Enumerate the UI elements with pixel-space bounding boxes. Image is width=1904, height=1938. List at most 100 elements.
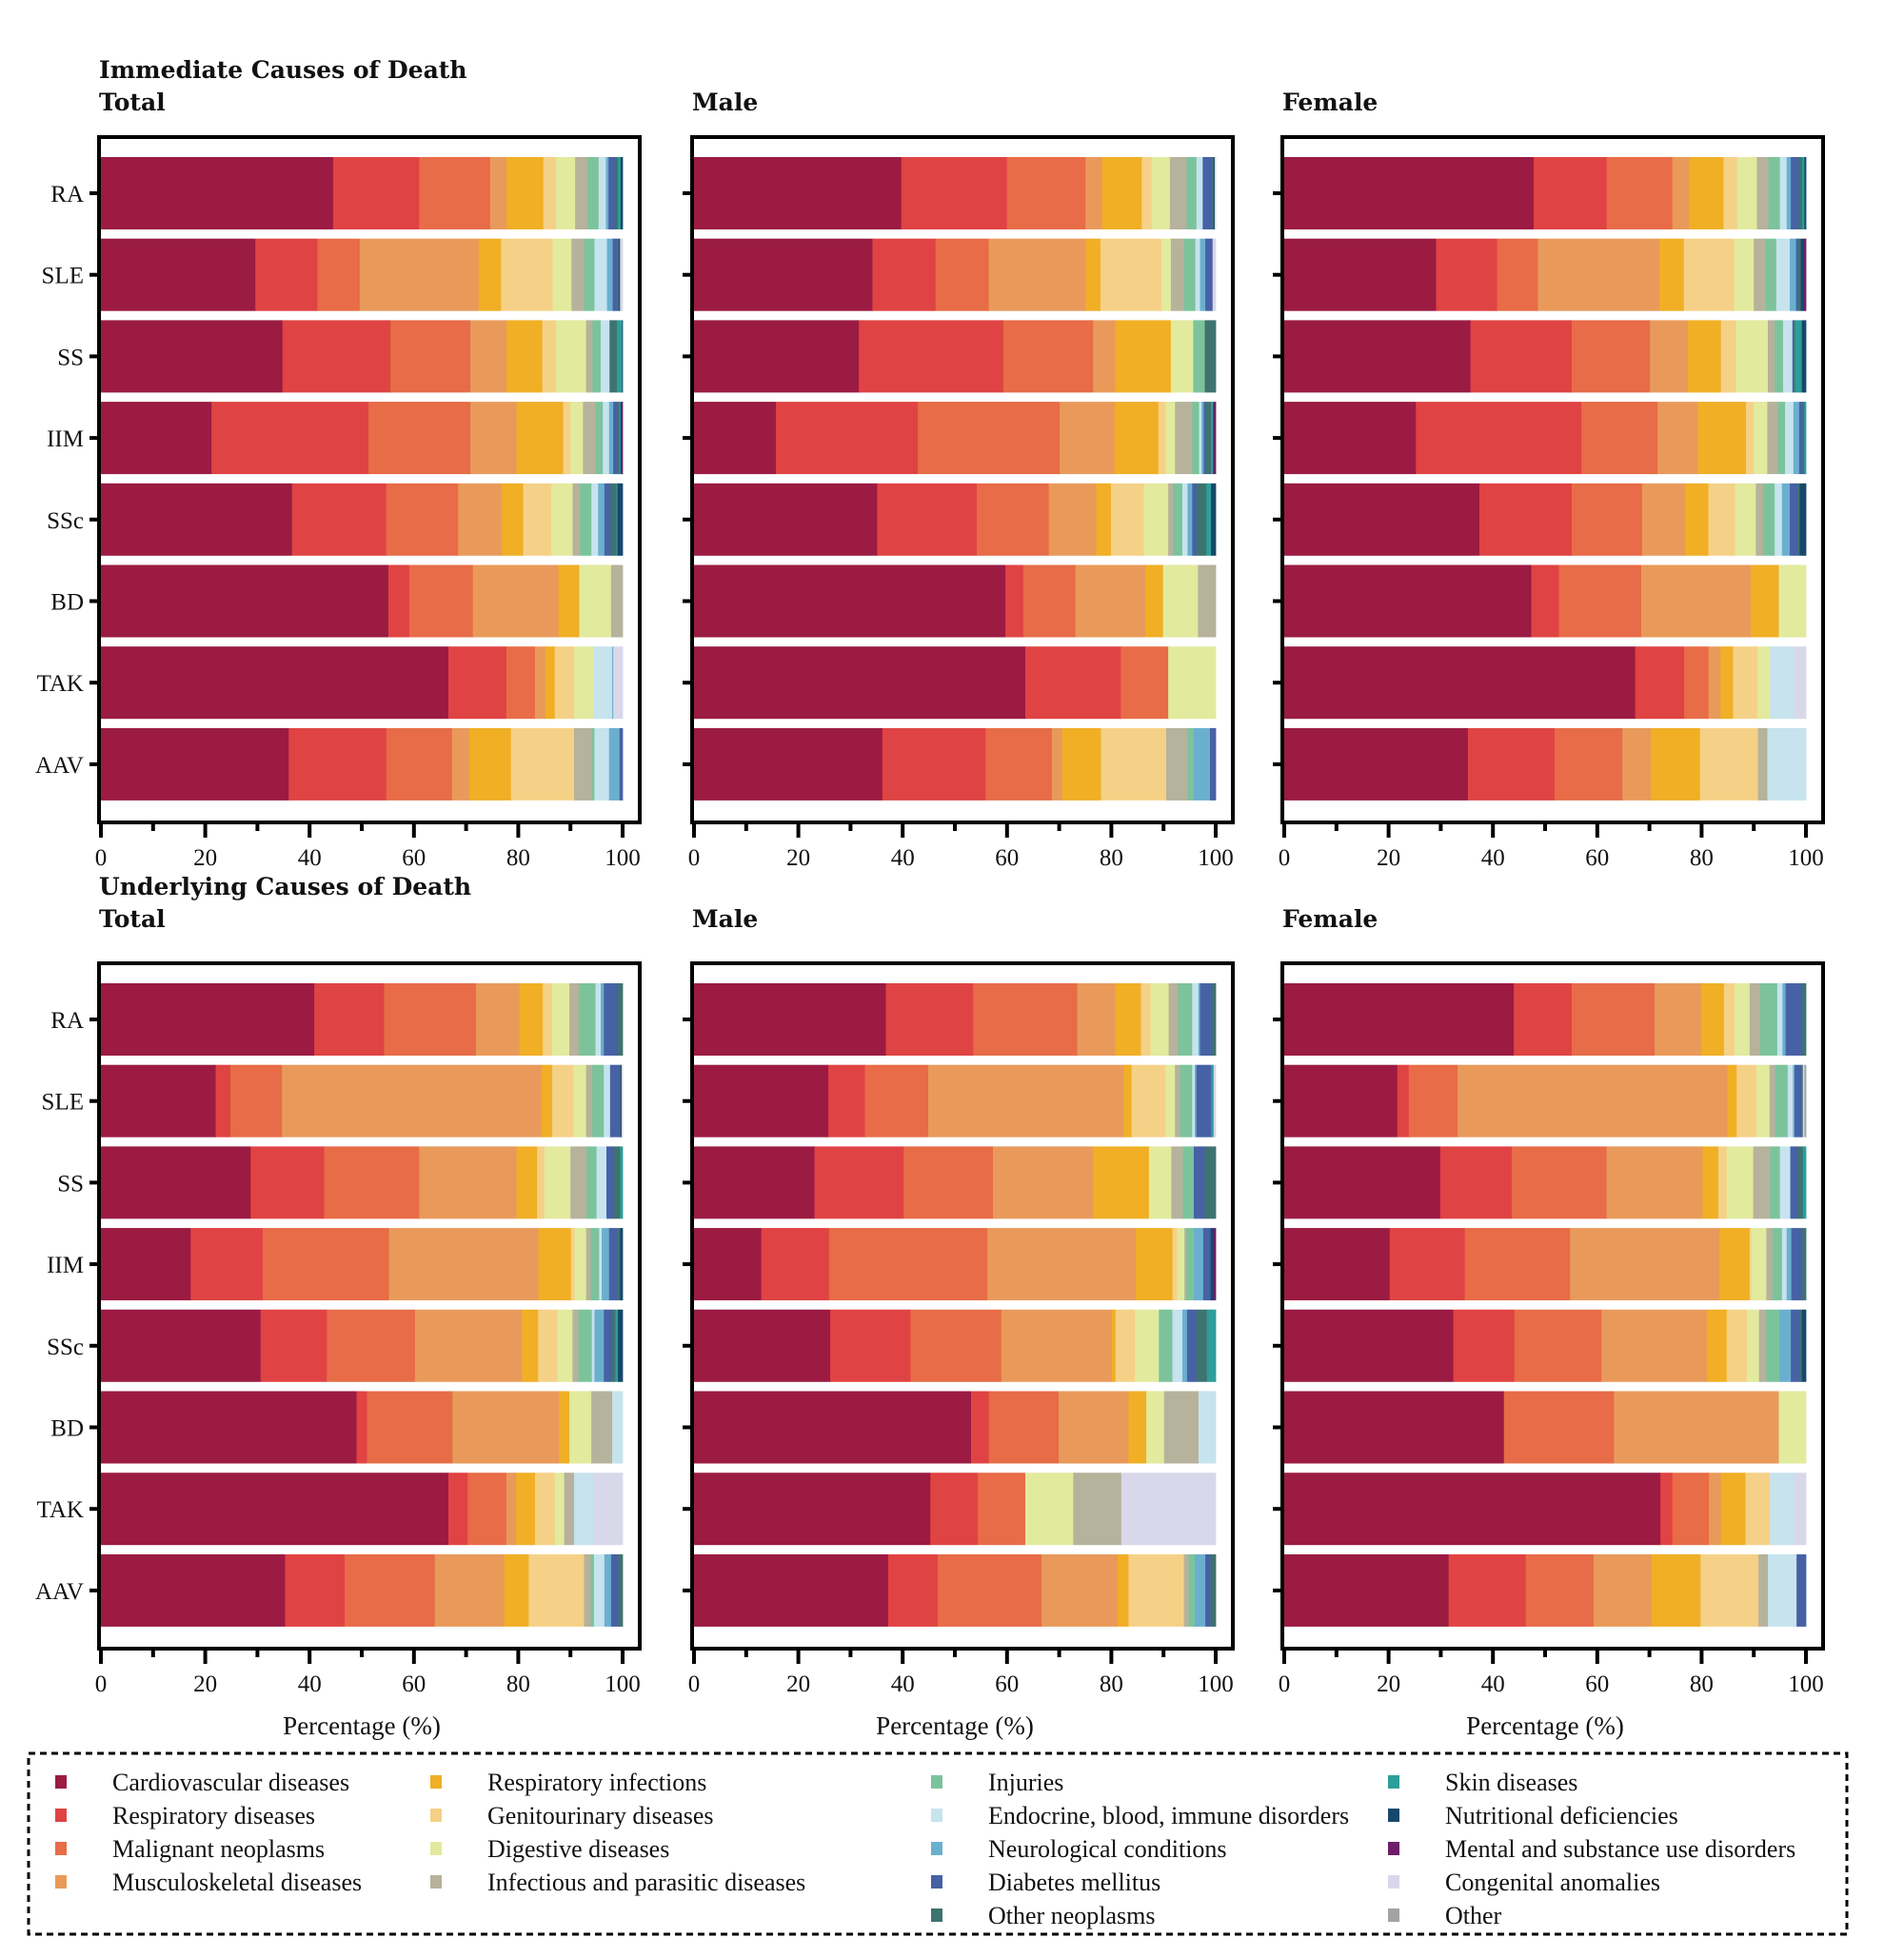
x-tick-label: 40 [891, 1671, 915, 1697]
legend-label: Infectious and parasitic diseases [487, 1869, 805, 1896]
panel-total: Total RA SLE SS IIM SSc BD TAK AAV 0 20 40 60 80 100 [35, 89, 642, 871]
segment-endocrine-blood-immune-disorders [1782, 320, 1794, 393]
segment-skin-diseases [619, 402, 622, 475]
segment-respiratory-infections [1101, 157, 1142, 229]
x-tick-label: 60 [402, 1671, 426, 1697]
x-tick-label: 0 [95, 1671, 108, 1697]
segment-musculoskeletal-diseases [1622, 727, 1652, 801]
segment-neurological-conditions [1793, 1064, 1795, 1137]
segment-diabetes-mellitus [1791, 1228, 1803, 1301]
segment-diabetes-mellitus [1791, 1309, 1801, 1382]
segment-musculoskeletal-diseases [1641, 564, 1752, 638]
segment-other-neoplasms [618, 1553, 624, 1627]
x-tick-label: 80 [1690, 845, 1714, 871]
segment-cardiovascular-diseases [1284, 983, 1515, 1056]
segment-respiratory-diseases [1470, 320, 1573, 393]
segment-digestive-diseases [1143, 483, 1169, 556]
bar-iim [694, 402, 1217, 475]
legend-item: Genitourinary diseases [430, 1802, 714, 1829]
segment-infectious-and-parasitic-diseases [1163, 1391, 1200, 1464]
segment-cardiovascular-diseases [694, 1146, 815, 1219]
segment-genitourinary-diseases [1700, 1553, 1759, 1627]
bar-ra [1284, 157, 1807, 229]
bar-aav [1284, 727, 1807, 801]
bar-ra [101, 983, 624, 1056]
segment-cardiovascular-diseases [1284, 1391, 1505, 1464]
segment-musculoskeletal-diseases [1650, 320, 1689, 393]
segment-respiratory-diseases [1397, 1064, 1410, 1137]
segment-respiratory-diseases [776, 402, 919, 475]
segment-genitourinary-diseases [543, 157, 557, 229]
segment-diabetes-mellitus [609, 1064, 621, 1137]
legend-label: Musculoskeletal diseases [112, 1869, 362, 1896]
legend-item: Respiratory diseases [55, 1802, 315, 1829]
segment-infectious-and-parasitic-diseases [585, 1228, 591, 1301]
segment-respiratory-infections [1750, 564, 1779, 638]
segment-digestive-diseases [1148, 1146, 1172, 1219]
segment-respiratory-diseases [285, 1553, 346, 1627]
segment-respiratory-diseases [859, 320, 1004, 393]
x-tick-label: 80 [506, 845, 530, 871]
legend-swatch [430, 1842, 442, 1855]
category-label: TAK [37, 671, 84, 697]
segment-injuries [1766, 1309, 1780, 1382]
segment-musculoskeletal-diseases [388, 1228, 540, 1301]
segment-congenital-anomalies [620, 238, 624, 311]
segment-neurological-conditions [1786, 157, 1792, 229]
segment-respiratory-infections [522, 1309, 539, 1382]
segment-congenital-anomalies [613, 646, 624, 720]
segment-diabetes-mellitus [1796, 1553, 1807, 1627]
segment-endocrine-blood-immune-disorders [1172, 1309, 1183, 1382]
segment-injuries [1173, 483, 1183, 556]
segment-cardiovascular-diseases [694, 1473, 931, 1546]
segment-genitourinary-diseases [1172, 1228, 1178, 1301]
segment-respiratory-infections [1136, 1228, 1173, 1301]
x-tick-label: 80 [1100, 1671, 1123, 1697]
segment-nutritional-deficiencies [1800, 238, 1804, 311]
segment-cardiovascular-diseases [101, 1228, 191, 1301]
segment-cardiovascular-diseases [1284, 238, 1437, 311]
segment-infectious-and-parasitic-diseases [1753, 1146, 1771, 1219]
segment-cardiovascular-diseases [694, 157, 902, 229]
segment-respiratory-diseases [215, 1064, 231, 1137]
segment-neurological-conditions [1181, 1309, 1188, 1382]
segment-digestive-diseases [1161, 238, 1172, 311]
legend-swatch [931, 1875, 942, 1889]
segment-digestive-diseases [573, 1064, 587, 1137]
segment-cardiovascular-diseases [1284, 1146, 1441, 1219]
segment-respiratory-diseases [255, 238, 318, 311]
bar-ss [101, 1146, 624, 1219]
category-label: AAV [35, 1579, 84, 1605]
segment-injuries [1775, 320, 1784, 393]
segment-skin-diseases [616, 320, 623, 393]
segment-cardiovascular-diseases [101, 564, 389, 638]
segment-neurological-conditions [608, 727, 621, 801]
x-tick-label: 40 [1481, 1671, 1505, 1697]
segment-infectious-and-parasitic-diseases [1756, 157, 1769, 229]
segment-skin-diseases [620, 1146, 624, 1219]
segment-malignant-neoplasms [390, 320, 471, 393]
segment-musculoskeletal-diseases [1657, 402, 1698, 475]
panel-subtitle: Female [1282, 905, 1378, 933]
segment-digestive-diseases [555, 157, 576, 229]
segment-respiratory-infections [1651, 727, 1701, 801]
segment-injuries [1770, 1146, 1780, 1219]
category-label: AAV [35, 753, 84, 779]
segment-cardiovascular-diseases [694, 1228, 763, 1301]
segment-skin-diseases [1804, 402, 1807, 475]
segment-genitourinary-diseases [1723, 983, 1735, 1056]
segment-infectious-and-parasitic-diseases [1755, 483, 1764, 556]
bar-ssc [1284, 483, 1807, 556]
category-label: RA [50, 182, 84, 208]
segment-digestive-diseases [1726, 1146, 1755, 1219]
plot-frame [97, 961, 642, 1651]
bar-iim [101, 1228, 624, 1301]
segment-injuries [580, 483, 592, 556]
x-tick-label: 100 [1198, 845, 1234, 871]
segment-respiratory-diseases [1660, 1473, 1674, 1546]
x-tick-label: 80 [506, 1671, 530, 1697]
legend-label: Skin diseases [1445, 1769, 1577, 1796]
segment-injuries [584, 238, 595, 311]
segment-respiratory-diseases [387, 564, 410, 638]
segment-skin-diseases [615, 1309, 619, 1382]
